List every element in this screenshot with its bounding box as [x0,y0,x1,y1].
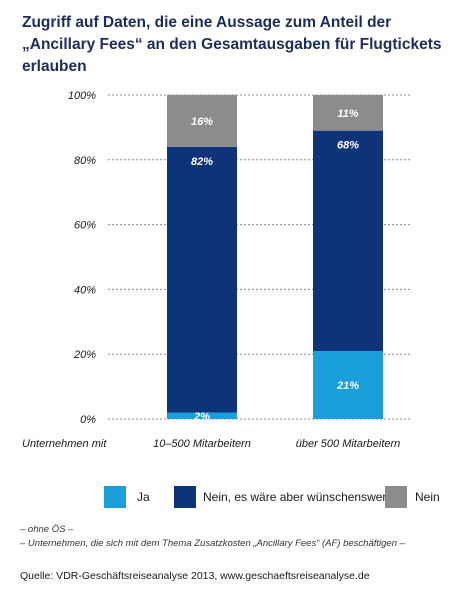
footnote-2: – Unternehmen, die sich mit dem Thema Zu… [20,538,405,549]
legend-swatch [174,486,196,508]
data-label: 68% [337,140,359,152]
bar-segment [167,95,237,147]
footnotes: – ohne ÖS – – Unternehmen, die sich mit … [20,523,405,551]
legend-swatch [385,486,407,508]
x-axis-label: Unternehmen mit [22,438,107,450]
data-label: 82% [191,156,213,168]
y-tick-label: 100% [68,90,96,102]
data-label: 16% [191,116,213,128]
data-label: 21% [336,380,359,392]
data-label: 2% [193,411,210,423]
legend: Ja Nein, es wäre aber wünschenswert Nein [0,486,469,508]
legend-label: Nein [415,490,440,504]
y-tick-label: 80% [74,155,96,167]
bar-segment [167,412,237,419]
y-tick-label: 40% [74,284,96,296]
y-tick-label: 60% [74,220,96,232]
x-tick-label: über 500 Mitarbeitern [296,438,401,450]
data-label: 11% [337,108,358,120]
bar-segment [313,95,383,131]
chart-title: Zugriff auf Daten, die eine Aussage zum … [22,14,442,75]
legend-label: Ja [137,490,150,504]
stacked-bar-chart: 0% 20% 40% 60% 80% 100% 2% 82% 16% 10–500 Mitarbe… [22,90,410,450]
y-tick-label: 20% [73,349,96,361]
legend-label: Nein, es wäre aber wünschenswert [203,490,390,504]
legend-swatch [104,486,126,508]
source-line: Quelle: VDR-Geschäftsreiseanalyse 2013, … [20,570,370,582]
y-tick-label: 0% [80,414,96,426]
bar-segment [313,130,383,351]
bar-segment [313,350,383,419]
x-tick-label: 10–500 Mitarbeitern [153,438,251,450]
footnote-1: – ohne ÖS – [20,524,74,535]
bar-segment [167,146,237,413]
